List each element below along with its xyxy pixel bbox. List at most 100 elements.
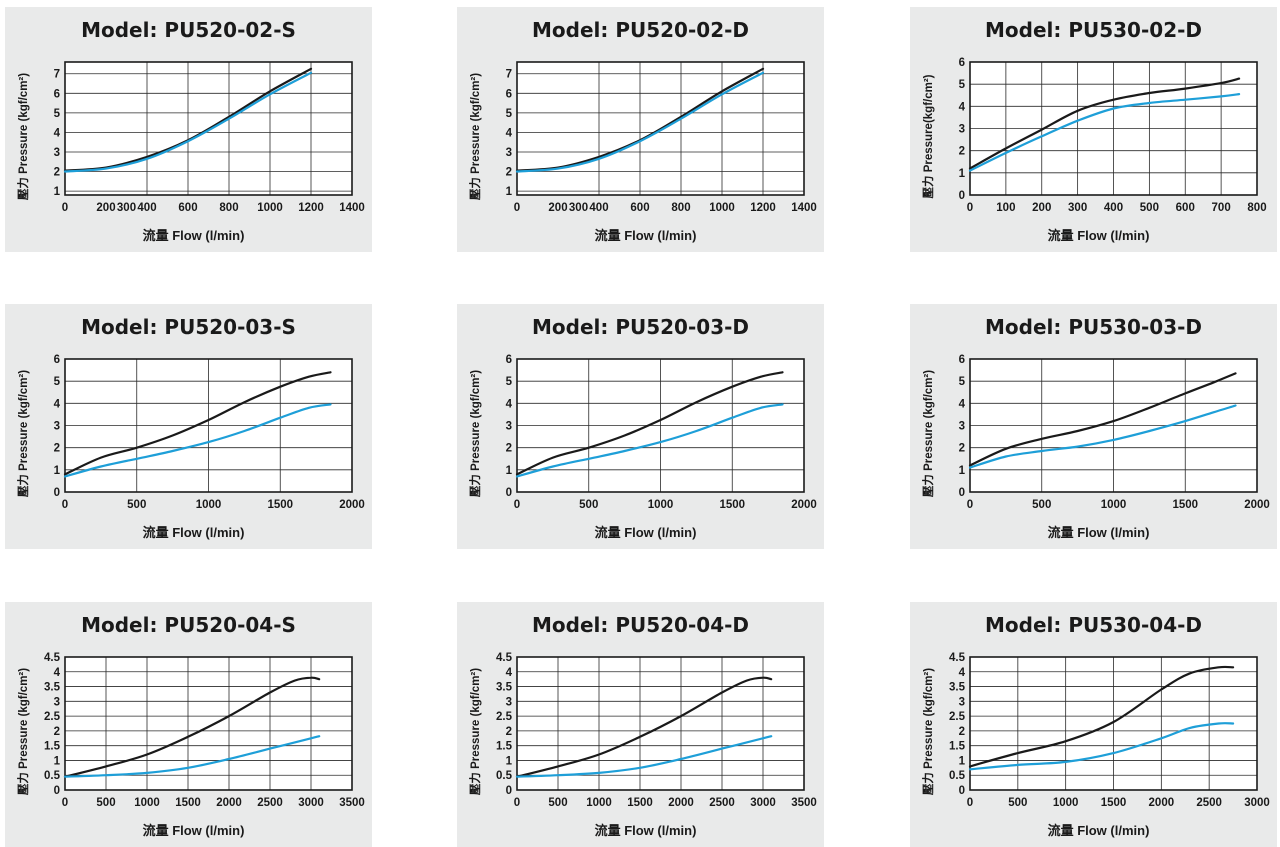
- x-axis-label: 流量 Flow (l/min): [1048, 228, 1150, 243]
- x-tick-label: 0: [967, 797, 973, 809]
- x-tick-label: 3500: [791, 797, 817, 809]
- x-tick-label: 1000: [257, 202, 283, 214]
- y-tick-label: 3: [959, 421, 965, 433]
- x-tick-label: 500: [579, 499, 598, 511]
- y-tick-label: 0.5: [949, 770, 966, 782]
- x-tick-label: 1000: [1101, 499, 1127, 511]
- y-tick-label: 3.5: [949, 682, 966, 694]
- x-tick-label: 0: [62, 797, 68, 809]
- x-tick-label: 0: [967, 499, 973, 511]
- y-tick-label: 4: [959, 101, 966, 113]
- y-axis-label: 壓力 Pressure (kgf/cm²): [468, 370, 482, 497]
- y-tick-label: 2: [54, 726, 60, 738]
- y-tick-label: 0: [959, 785, 965, 797]
- x-tick-label: 1000: [1053, 797, 1079, 809]
- chart-panel: Model: PU520-02-D 0 200 300 400 600 800 1000 120…: [457, 7, 824, 252]
- y-tick-label: 2: [959, 443, 965, 455]
- y-tick-label: 7: [54, 69, 60, 81]
- chart-title: Model: PU520-04-S: [81, 613, 296, 637]
- y-tick-label: 0: [506, 487, 512, 499]
- y-tick-label: 0: [54, 487, 60, 499]
- x-tick-label: 800: [671, 202, 690, 214]
- x-axis-label: 流量 Flow (l/min): [595, 228, 697, 243]
- chart-panel: Model: PU530-03-D 0 500 1000 1500 2000 0 1 2 3 4 5 6…: [910, 304, 1277, 549]
- y-tick-label: 2: [54, 443, 60, 455]
- chart-title: Model: PU520-04-D: [532, 613, 749, 637]
- plot-frame: [516, 656, 805, 791]
- y-tick-label: 6: [506, 88, 512, 100]
- x-tick-label: 300: [569, 202, 588, 214]
- x-tick-label: 600: [178, 202, 197, 214]
- x-tick-label: 700: [1212, 202, 1231, 214]
- x-tick-label: 0: [62, 202, 68, 214]
- x-tick-label: 500: [1140, 202, 1159, 214]
- y-tick-label: 3.5: [496, 682, 513, 694]
- x-tick-label: 500: [96, 797, 115, 809]
- x-tick-label: 1200: [298, 202, 324, 214]
- series-line-blue: [968, 93, 1241, 172]
- y-tick-label: 1.5: [496, 741, 513, 753]
- y-tick-label: 1: [506, 465, 513, 477]
- y-tick-label: 2: [506, 167, 512, 179]
- y-tick-label: 2: [506, 726, 512, 738]
- y-tick-label: 3: [54, 147, 60, 159]
- series-line-black: [515, 371, 784, 476]
- x-axis-label: 流量 Flow (l/min): [595, 525, 697, 540]
- y-tick-label: 5: [54, 376, 61, 388]
- y-tick-label: 3: [506, 696, 512, 708]
- x-tick-label: 2500: [709, 797, 735, 809]
- x-tick-label: 500: [1008, 797, 1027, 809]
- x-axis-label: 流量 Flow (l/min): [1048, 823, 1150, 838]
- x-tick-label: 2000: [791, 499, 817, 511]
- y-tick-label: 1: [506, 186, 513, 198]
- x-tick-label: 800: [219, 202, 238, 214]
- y-tick-label: 1.5: [949, 741, 966, 753]
- series-line-black: [968, 77, 1241, 170]
- x-tick-label: 0: [514, 499, 520, 511]
- chart-svg: Model: PU520-04-S0 500 1000 1500 2000 2500 300…: [16, 613, 365, 838]
- y-tick-label: 5: [959, 79, 966, 91]
- series-line-blue: [63, 71, 313, 173]
- x-tick-label: 1000: [648, 499, 674, 511]
- y-tick-label: 2.5: [496, 711, 513, 723]
- y-tick-label: 1.5: [44, 741, 61, 753]
- y-tick-label: 4: [506, 127, 513, 139]
- chart-title: Model: PU520-03-D: [532, 315, 749, 339]
- y-tick-label: 3: [959, 124, 965, 136]
- chart-panel: Model: PU530-04-D 0 500 1000 1500 2000 2500 300…: [910, 602, 1277, 847]
- series-line-black: [63, 371, 332, 476]
- y-tick-label: 4.5: [496, 652, 513, 664]
- y-axis-label: 壓力 Pressure (kgf/cm²): [468, 668, 482, 795]
- x-tick-label: 2000: [216, 797, 242, 809]
- chart-svg: Model: PU530-02-D 0 100 200 300 400 500 600 700 8…: [921, 18, 1267, 243]
- y-tick-label: 5: [506, 108, 513, 120]
- y-tick-label: 6: [959, 57, 965, 69]
- series-line-black: [968, 372, 1237, 467]
- series-line-blue: [515, 403, 784, 478]
- y-tick-label: 2.5: [949, 711, 966, 723]
- x-tick-label: 500: [127, 499, 146, 511]
- plot-frame: [516, 61, 805, 196]
- x-tick-label: 1000: [134, 797, 160, 809]
- chart-panel: Model: PU520-04-S 0 500 1000 1500 2000 2500 300…: [5, 602, 372, 847]
- y-tick-label: 6: [959, 354, 965, 366]
- x-tick-label: 1400: [791, 202, 817, 214]
- y-tick-label: 4: [959, 398, 966, 410]
- x-tick-label: 3000: [750, 797, 776, 809]
- y-tick-label: 4: [506, 667, 513, 679]
- x-tick-label: 1500: [267, 499, 293, 511]
- y-tick-label: 1: [54, 186, 61, 198]
- x-tick-label: 1500: [1172, 499, 1198, 511]
- plot-frame: [969, 358, 1258, 493]
- y-tick-label: 3.5: [44, 682, 61, 694]
- x-tick-label: 3000: [298, 797, 324, 809]
- x-tick-label: 300: [1068, 202, 1087, 214]
- y-axis-label: 壓力 Pressure (kgf/cm²): [921, 668, 935, 795]
- chart-panel: Model: PU530-02-D 0 100 200 300 400 500 600 700 8…: [910, 7, 1277, 252]
- y-tick-label: 5: [959, 376, 966, 388]
- chart-panel: Model: PU520-04-D 0 500 1000 1500 2000 2500 300…: [457, 602, 824, 847]
- x-tick-label: 100: [996, 202, 1015, 214]
- series-line-blue: [63, 403, 332, 478]
- y-tick-label: 3: [506, 147, 512, 159]
- chart-title: Model: PU520-02-D: [532, 18, 749, 42]
